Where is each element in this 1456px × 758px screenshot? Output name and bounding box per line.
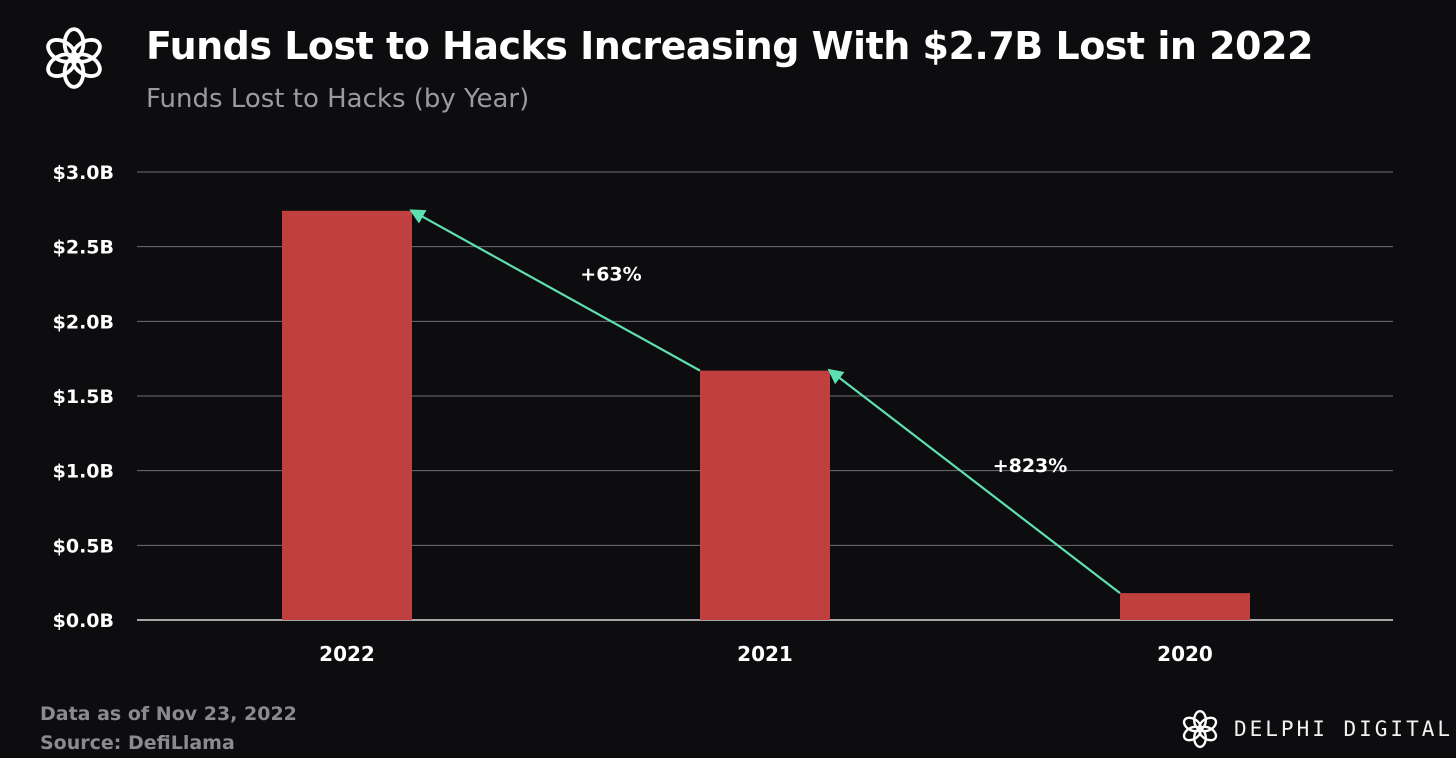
y-tick-label: $2.5B bbox=[53, 237, 114, 259]
delphi-flower-icon bbox=[46, 27, 102, 89]
y-tick-label: $0.0B bbox=[53, 610, 114, 632]
x-tick-label: 2022 bbox=[319, 642, 375, 666]
bar-2021 bbox=[700, 370, 830, 620]
chart-subtitle: Funds Lost to Hacks (by Year) bbox=[146, 84, 530, 114]
x-tick-label: 2020 bbox=[1157, 642, 1213, 666]
growth-arrow bbox=[827, 368, 1121, 594]
y-tick-label: $0.5B bbox=[53, 535, 114, 557]
growth-label: +63% bbox=[580, 264, 641, 286]
brand-name: DELPHI DIGITAL bbox=[1234, 717, 1454, 741]
brand-mark: DELPHI DIGITAL bbox=[1178, 706, 1453, 752]
data-date-note: Data as of Nov 23, 2022 bbox=[40, 703, 297, 725]
y-tick-label: $2.0B bbox=[53, 311, 114, 333]
bar-2020 bbox=[1120, 593, 1250, 620]
growth-label: +823% bbox=[993, 455, 1068, 477]
chart-title: Funds Lost to Hacks Increasing With $2.7… bbox=[146, 24, 1313, 68]
bar-2022 bbox=[282, 210, 412, 620]
y-tick-label: $1.5B bbox=[53, 386, 114, 408]
y-tick-label: $3.0B bbox=[53, 162, 114, 184]
growth-arrow bbox=[409, 209, 701, 372]
source-note: Source: DefiLlama bbox=[40, 732, 235, 754]
delphi-flower-icon bbox=[1182, 709, 1218, 749]
y-tick-label: $1.0B bbox=[53, 461, 114, 483]
x-tick-label: 2021 bbox=[737, 642, 793, 666]
